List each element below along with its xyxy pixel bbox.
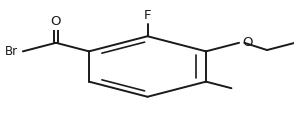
Text: Br: Br <box>4 45 18 58</box>
Text: F: F <box>144 9 151 22</box>
Text: O: O <box>51 15 61 28</box>
Text: O: O <box>242 36 253 49</box>
